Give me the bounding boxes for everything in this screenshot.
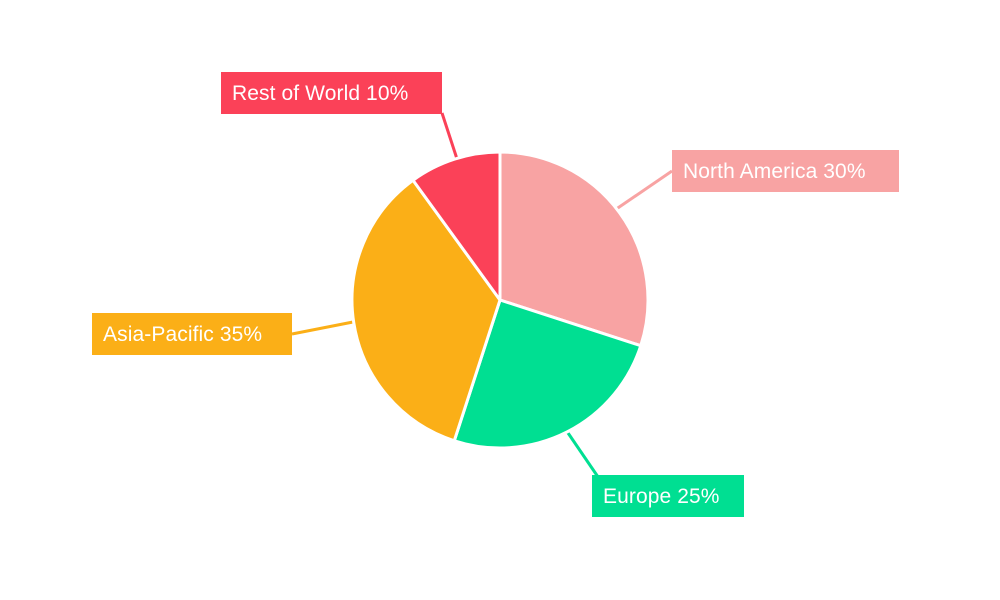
pie-slice-asia-pacific[interactable] <box>350 178 502 443</box>
pie-label-rest-of-world[interactable]: Rest of World 10% <box>221 72 442 114</box>
leader-line-rest-of-world <box>440 112 460 163</box>
pie-label-europe[interactable]: Europe 25% <box>592 475 744 517</box>
pie-slice-north-america[interactable] <box>498 150 650 348</box>
pie-slice-europe[interactable] <box>452 298 643 450</box>
pie-label-asia-pacific-text: Asia-Pacific 35% <box>103 322 263 346</box>
pie-label-europe-text: Europe 25% <box>603 484 720 508</box>
pie-label-north-america-text: North America 30% <box>683 159 866 183</box>
pie-label-north-america[interactable]: North America 30% <box>672 150 899 192</box>
leader-line-asia-pacific <box>291 320 354 336</box>
leader-line-north-america <box>608 169 673 216</box>
pie-label-rest-of-world-text: Rest of World 10% <box>232 81 409 105</box>
pie-label-asia-pacific[interactable]: Asia-Pacific 35% <box>92 313 292 355</box>
pie-slices-group <box>350 150 650 450</box>
pie-slice-rest-of-world[interactable] <box>411 150 502 302</box>
